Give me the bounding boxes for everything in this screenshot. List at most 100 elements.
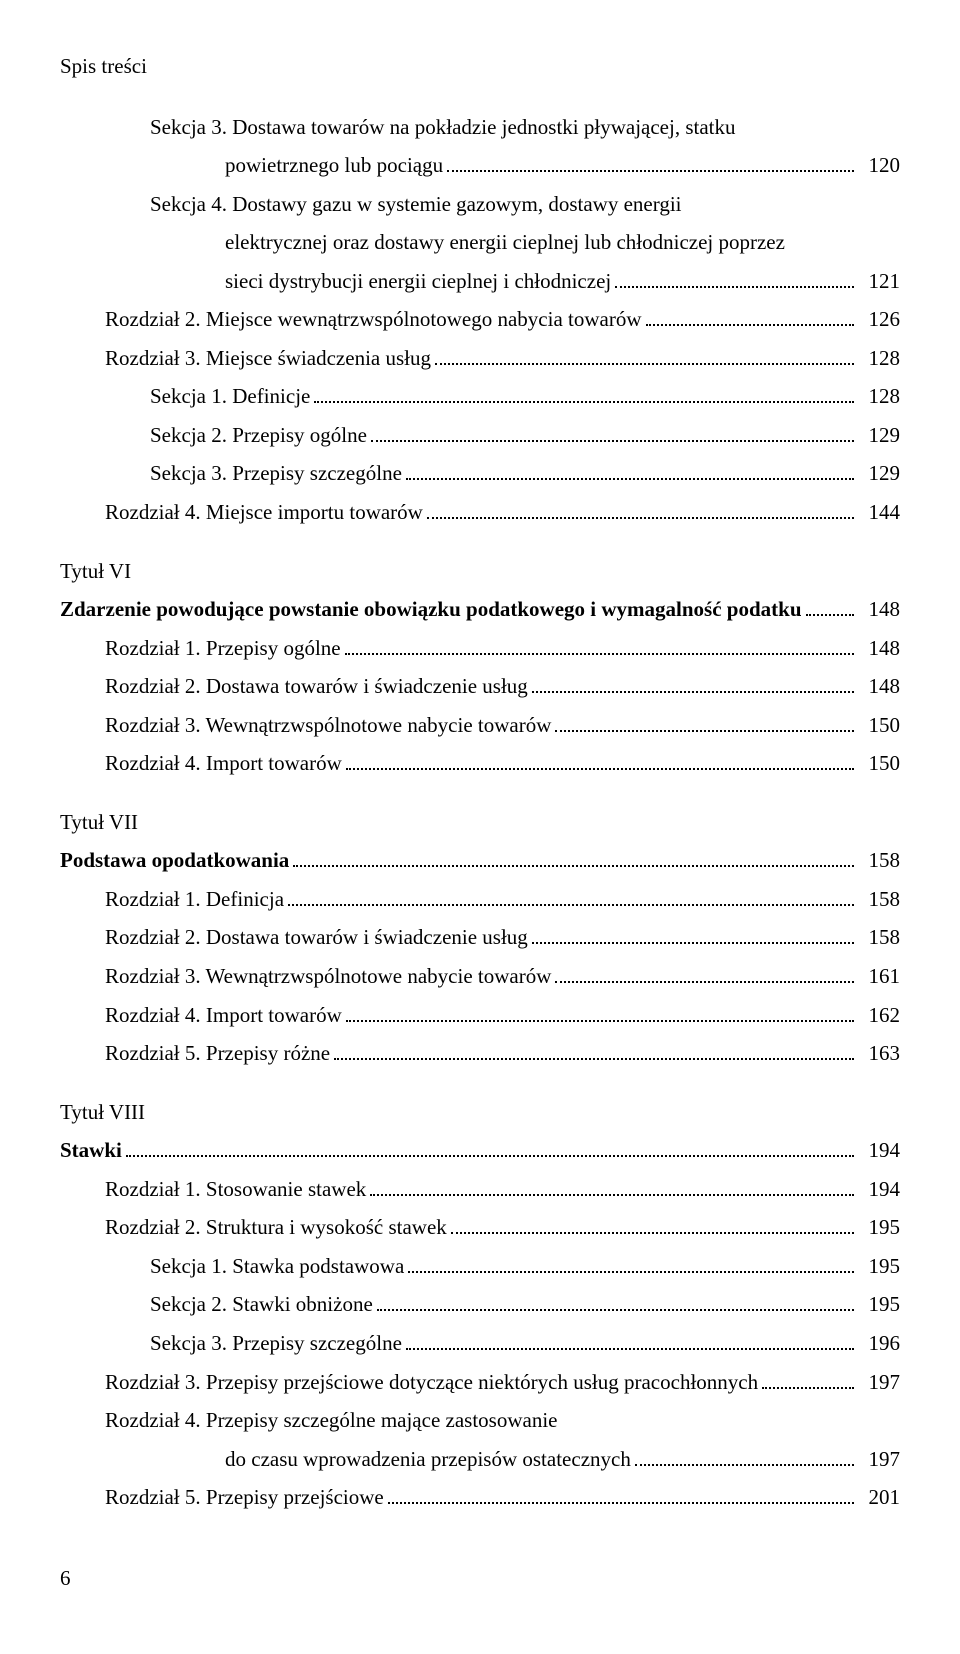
toc-page-number: 196 [858, 1327, 900, 1360]
toc-entry-text: Zdarzenie powodujące powstanie obowiązku… [60, 593, 802, 626]
toc-entry-text: Rozdział 3. Przepisy przejściowe dotyczą… [105, 1366, 758, 1399]
toc-dot-leader [334, 1058, 854, 1060]
toc-entry: Sekcja 3. Przepisy szczególne 196 [60, 1327, 900, 1360]
toc-dot-leader [532, 942, 854, 944]
toc-entry-text: powietrznego lub pociągu [225, 149, 443, 182]
toc-entry: Sekcja 3. Przepisy szczególne129 [60, 457, 900, 490]
toc-entry: Rozdział 3. Przepisy przejściowe dotyczą… [60, 1366, 900, 1399]
toc-dot-leader [346, 768, 854, 770]
table-of-contents: Sekcja 3. Dostawa towarów na pokładzie j… [60, 111, 900, 1514]
toc-title-heading: Tytuł VI [60, 555, 900, 588]
toc-page-number: 129 [858, 419, 900, 452]
toc-page-number: 194 [858, 1173, 900, 1206]
page-header: Spis treści [60, 50, 900, 83]
toc-dot-leader [615, 286, 854, 288]
toc-entry: Rozdział 1. Przepisy ogólne148 [60, 632, 900, 665]
toc-entry: Rozdział 1. Stosowanie stawek 194 [60, 1173, 900, 1206]
toc-dot-leader [532, 691, 854, 693]
toc-page-number: 197 [858, 1366, 900, 1399]
toc-entry-text: Sekcja 2. Stawki obniżone [150, 1288, 373, 1321]
toc-entry: Rozdział 4. Import towarów150 [60, 747, 900, 780]
toc-entry-text: Sekcja 4. Dostawy gazu w systemie gazowy… [150, 188, 682, 221]
toc-entry-text: Rozdział 3. Wewnątrzwspólnotowe nabycie … [105, 709, 551, 742]
toc-dot-leader [447, 170, 854, 172]
toc-entry-text: Rozdział 1. Przepisy ogólne [105, 632, 341, 665]
toc-entry-text: Sekcja 3. Dostawa towarów na pokładzie j… [150, 111, 736, 144]
toc-entry: Sekcja 3. Dostawa towarów na pokładzie j… [60, 111, 900, 144]
toc-dot-leader [408, 1271, 854, 1273]
page-number: 6 [60, 1562, 900, 1595]
toc-entry-text: do czasu wprowadzenia przepisów ostatecz… [225, 1443, 631, 1476]
toc-entry: Rozdział 4. Miejsce importu towarów 144 [60, 496, 900, 529]
toc-entry: Sekcja 2. Stawki obniżone 195 [60, 1288, 900, 1321]
toc-entry-text: Rozdział 5. Przepisy różne [105, 1037, 330, 1070]
toc-entry: Rozdział 2. Miejsce wewnątrzwspólnotoweg… [60, 303, 900, 336]
toc-page-number: 195 [858, 1211, 900, 1244]
toc-entry: Rozdział 2. Struktura i wysokość stawek 1… [60, 1211, 900, 1244]
toc-page-number: 158 [858, 844, 900, 877]
toc-page-number: 144 [858, 496, 900, 529]
toc-entry-text: Rozdział 4. Miejsce importu towarów [105, 496, 423, 529]
toc-page-number: 120 [858, 149, 900, 182]
toc-entry-text: Stawki [60, 1134, 122, 1167]
toc-page-number: 150 [858, 709, 900, 742]
toc-entry: Rozdział 3. Miejsce świadczenia usług 128 [60, 342, 900, 375]
toc-entry: Rozdział 1. Definicja 158 [60, 883, 900, 916]
toc-page-number: 195 [858, 1288, 900, 1321]
toc-entry-text: Rozdział 3. Miejsce świadczenia usług [105, 342, 431, 375]
toc-page-number: 161 [858, 960, 900, 993]
toc-entry-text: Rozdział 2. Struktura i wysokość stawek [105, 1211, 447, 1244]
toc-dot-leader [806, 614, 854, 616]
toc-title-heading: Tytuł VIII [60, 1096, 900, 1129]
toc-entry-text: Sekcja 3. Przepisy szczególne [150, 1327, 402, 1360]
toc-page-number: 148 [858, 593, 900, 626]
toc-entry-text: Rozdział 4. Przepisy szczególne mające z… [105, 1404, 557, 1437]
toc-entry: Rozdział 5. Przepisy przejściowe201 [60, 1481, 900, 1514]
toc-entry-text: Rozdział 1. Stosowanie stawek [105, 1173, 366, 1206]
toc-entry: Podstawa opodatkowania 158 [60, 844, 900, 877]
toc-dot-leader [371, 440, 854, 442]
toc-page-number: 126 [858, 303, 900, 336]
toc-entry-text: Rozdział 3. Wewnątrzwspólnotowe nabycie … [105, 960, 551, 993]
toc-entry: Rozdział 4. Przepisy szczególne mające z… [60, 1404, 900, 1437]
toc-page-number: 121 [858, 265, 900, 298]
toc-title-heading: Tytuł VII [60, 806, 900, 839]
toc-entry-text: elektrycznej oraz dostawy energii ciepln… [225, 226, 785, 259]
toc-page-number: 128 [858, 342, 900, 375]
toc-entry-text: Sekcja 3. Przepisy szczególne [150, 457, 402, 490]
toc-dot-leader [388, 1502, 854, 1504]
toc-page-number: 163 [858, 1037, 900, 1070]
toc-page-number: 148 [858, 670, 900, 703]
toc-entry: Rozdział 2. Dostawa towarów i świadczeni… [60, 670, 900, 703]
toc-dot-leader [435, 363, 854, 365]
toc-entry: Rozdział 4. Import towarów162 [60, 999, 900, 1032]
toc-entry: Sekcja 4. Dostawy gazu w systemie gazowy… [60, 188, 900, 221]
toc-entry: powietrznego lub pociągu 120 [60, 149, 900, 182]
toc-dot-leader [555, 730, 854, 732]
toc-entry-text: Rozdział 2. Dostawa towarów i świadczeni… [105, 670, 528, 703]
toc-entry-text: Podstawa opodatkowania [60, 844, 289, 877]
toc-dot-leader [762, 1387, 854, 1389]
toc-entry: Rozdział 2. Dostawa towarów i świadczeni… [60, 921, 900, 954]
toc-dot-leader [555, 981, 854, 983]
toc-page-number: 158 [858, 883, 900, 916]
toc-dot-leader [377, 1309, 854, 1311]
toc-entry-text: Rozdział 4. Import towarów [105, 999, 342, 1032]
toc-entry-text: Sekcja 1. Definicje [150, 380, 310, 413]
toc-entry-text: Rozdział 2. Dostawa towarów i świadczeni… [105, 921, 528, 954]
toc-entry-text: sieci dystrybucji energii cieplnej i chł… [225, 265, 611, 298]
toc-dot-leader [646, 324, 854, 326]
toc-entry-text: Rozdział 1. Definicja [105, 883, 284, 916]
toc-page-number: 195 [858, 1250, 900, 1283]
toc-dot-leader [346, 1020, 854, 1022]
toc-entry-text: Rozdział 2. Miejsce wewnątrzwspólnotoweg… [105, 303, 642, 336]
toc-page-number: 201 [858, 1481, 900, 1514]
toc-entry: do czasu wprowadzenia przepisów ostatecz… [60, 1443, 900, 1476]
toc-entry: Rozdział 3. Wewnątrzwspólnotowe nabycie … [60, 960, 900, 993]
toc-dot-leader [406, 1348, 854, 1350]
toc-entry: Sekcja 2. Przepisy ogólne129 [60, 419, 900, 452]
toc-entry: Sekcja 1. Definicje128 [60, 380, 900, 413]
toc-page-number: 158 [858, 921, 900, 954]
toc-entry: Sekcja 1. Stawka podstawowa 195 [60, 1250, 900, 1283]
toc-entry-text: Sekcja 1. Stawka podstawowa [150, 1250, 404, 1283]
